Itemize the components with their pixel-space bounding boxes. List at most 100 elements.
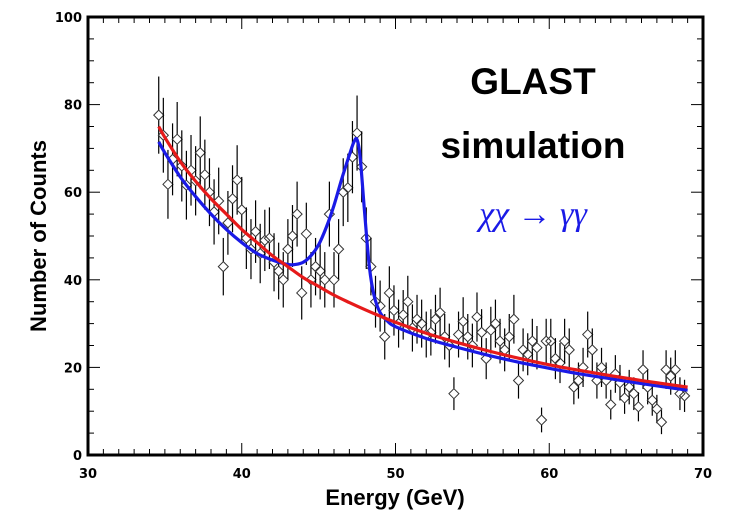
data-point <box>157 97 170 173</box>
diamond-marker <box>471 311 483 323</box>
diamond-marker <box>678 390 691 402</box>
diamond-marker <box>286 230 299 242</box>
diamond-marker <box>314 265 326 277</box>
data-point <box>448 377 460 411</box>
y-tick-label: 40 <box>64 274 82 289</box>
diamond-marker <box>180 179 193 191</box>
data-point <box>480 338 492 380</box>
diamond-marker <box>162 178 174 191</box>
signal-fit-line <box>157 136 688 392</box>
diamond-marker <box>637 363 649 376</box>
data-point <box>563 328 575 372</box>
diamond-marker <box>296 287 308 299</box>
data-point <box>498 328 511 372</box>
diamond-marker <box>277 274 289 286</box>
diamond-marker <box>226 193 239 205</box>
data-point <box>581 311 594 358</box>
diamond-marker <box>605 398 617 411</box>
diamond-marker <box>291 208 303 220</box>
diamond-marker <box>526 335 539 347</box>
data-point <box>605 389 617 420</box>
diamond-marker <box>475 326 488 339</box>
diamond-marker <box>249 225 262 238</box>
annotation-reaction: χχ → γγ <box>476 196 588 233</box>
diamond-marker <box>623 381 635 393</box>
data-point <box>263 207 276 270</box>
diamond-marker <box>397 309 409 321</box>
background-fit-line <box>157 125 688 389</box>
data-point <box>545 318 557 364</box>
diamond-marker <box>669 363 682 376</box>
diamond-marker <box>660 363 672 376</box>
diamond-marker <box>646 394 658 406</box>
diamond-marker <box>628 387 640 400</box>
diamond-marker <box>457 315 469 328</box>
diamond-marker <box>508 313 520 325</box>
data-point <box>535 407 548 433</box>
diamond-marker <box>618 392 631 404</box>
data-point <box>383 266 396 320</box>
annotation-glast: GLAST <box>470 61 596 102</box>
diamond-marker <box>429 313 442 325</box>
diamond-marker <box>591 374 603 387</box>
diamond-marker <box>342 182 354 194</box>
diamond-marker <box>194 147 206 159</box>
diamond-marker <box>438 331 451 343</box>
plot-area <box>153 76 691 435</box>
data-point <box>153 76 165 154</box>
diamond-marker <box>425 326 437 339</box>
diamond-marker <box>272 265 285 277</box>
plot-frame <box>86 15 705 457</box>
data-point <box>646 384 658 416</box>
data-point <box>291 181 303 247</box>
diamond-marker <box>259 234 271 247</box>
x-tick-label: 60 <box>540 467 558 482</box>
axis-ticks <box>87 16 704 456</box>
diamond-marker <box>563 344 575 356</box>
data-point <box>199 139 211 210</box>
data-point <box>222 190 234 255</box>
data-point <box>526 318 539 364</box>
y-tick-label: 100 <box>55 11 82 26</box>
data-point <box>180 150 193 220</box>
diamond-marker <box>655 416 668 428</box>
data-point <box>577 347 589 387</box>
diamond-marker <box>236 204 248 216</box>
data-point <box>674 377 686 411</box>
diamond-marker <box>328 274 340 286</box>
data-point <box>323 181 336 247</box>
diamond-marker <box>383 287 396 299</box>
diamond-marker <box>512 374 525 387</box>
data-point <box>558 318 571 364</box>
diamond-marker <box>452 328 465 341</box>
diamond-marker <box>545 335 557 347</box>
diamond-marker <box>665 370 677 382</box>
data-point <box>600 362 612 399</box>
data-point <box>231 145 243 215</box>
axes-frame <box>86 15 705 457</box>
y-tick-label: 0 <box>73 449 82 464</box>
diamond-marker <box>332 243 345 255</box>
data-point <box>319 252 331 308</box>
diamond-marker <box>531 341 543 354</box>
data-point <box>332 219 345 280</box>
diamond-marker <box>300 228 313 240</box>
data-point <box>485 306 497 354</box>
diamond-marker <box>535 414 548 426</box>
diamond-marker <box>379 331 391 343</box>
data-point <box>512 362 525 399</box>
diamond-marker <box>282 243 294 255</box>
diamond-marker <box>402 295 414 308</box>
data-point <box>217 237 230 296</box>
diamond-marker <box>231 174 243 186</box>
data-point <box>503 313 515 360</box>
annotation-simulation: simulation <box>440 125 625 166</box>
diamond-marker <box>558 335 571 347</box>
data-point <box>328 252 340 308</box>
y-axis-label: Number of Counts <box>26 140 51 332</box>
data-point <box>471 292 483 342</box>
x-axis-label: Energy (GeV) <box>325 485 464 510</box>
diamond-marker <box>434 306 446 319</box>
data-point <box>402 275 414 328</box>
